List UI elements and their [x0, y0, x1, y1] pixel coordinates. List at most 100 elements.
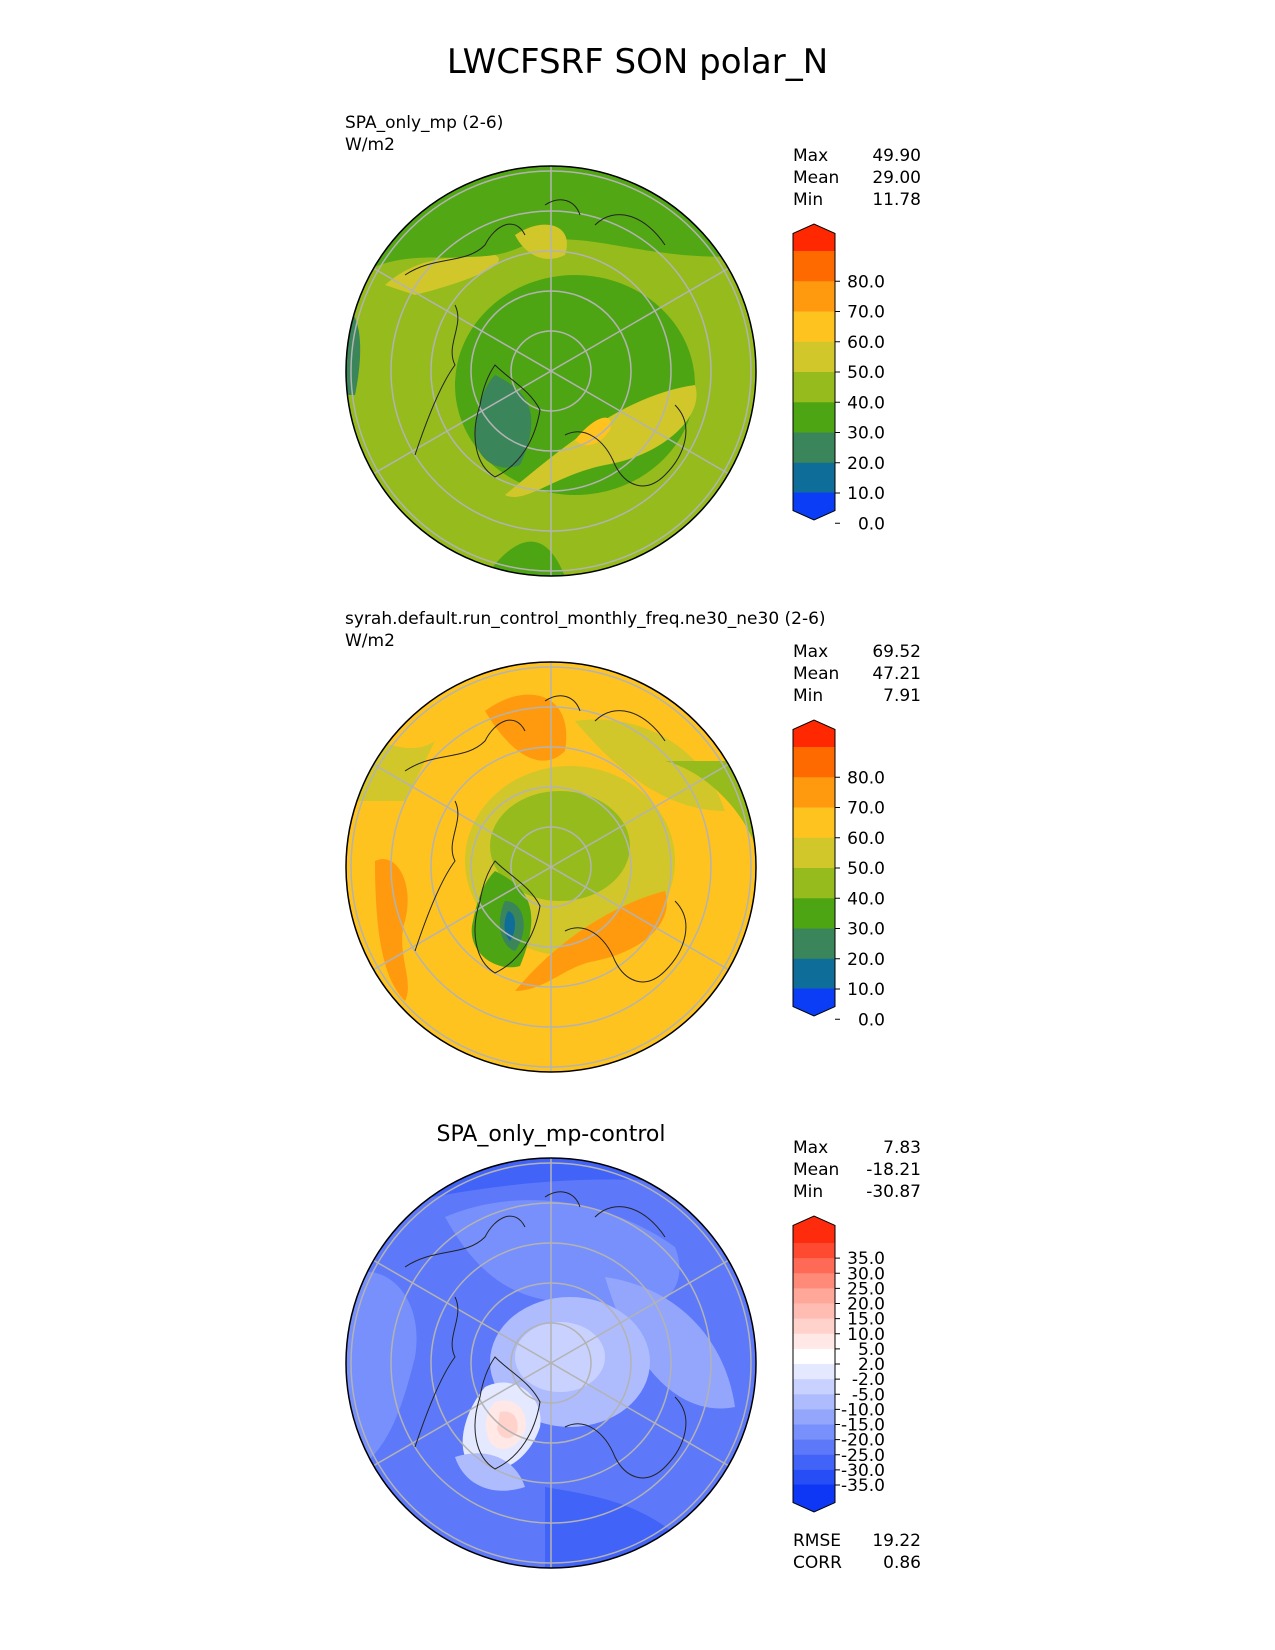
panel2-stat-mean: Mean 47.21	[793, 664, 921, 684]
panel1-label: SPA_only_mp (2-6) W/m2	[345, 112, 503, 156]
colorbar-block	[793, 1318, 835, 1335]
colorbar-block	[793, 432, 835, 464]
colorbar-outline	[792, 719, 836, 1017]
panel1-units: W/m2	[345, 135, 395, 155]
panel1-stat-min: Min 11.78	[793, 190, 921, 210]
panel3-colorbar: 35.030.025.020.015.010.05.02.0-2.0-5.0-1…	[792, 1215, 885, 1513]
colorbar-block	[793, 1424, 835, 1441]
panel1-graticule	[350, 166, 752, 576]
panel3-graticule	[350, 1158, 752, 1568]
panel1-stat-max: Max 49.90	[793, 146, 921, 166]
colorbar-tick-label: 70.0	[847, 303, 885, 323]
panel1-field-patch	[575, 417, 611, 446]
panel2-stats: Max 69.52 Mean 47.21 Min 7.91	[793, 641, 921, 707]
colorbar-tick-label: 5.0	[858, 1340, 885, 1360]
colorbar-extend-max	[793, 1216, 835, 1244]
colorbar-block	[793, 1454, 835, 1471]
colorbar-block	[793, 1273, 835, 1289]
colorbar-tick-label: -10.0	[841, 1400, 885, 1420]
panel1-map	[345, 165, 757, 577]
panel2-field-central	[490, 791, 630, 901]
panel2-field-patch	[665, 761, 756, 851]
panel2-coastlines	[404, 695, 687, 983]
colorbar-block	[793, 1394, 835, 1410]
panel3-stats: Max 7.83 Mean -18.21 Min -30.87	[793, 1137, 921, 1203]
colorbar-block	[793, 1258, 835, 1274]
colorbar-block	[793, 402, 835, 434]
colorbar-tick-label: 40.0	[847, 889, 885, 909]
panel2-stat-min: Min 7.91	[793, 686, 921, 706]
colorbar-extend-min	[793, 988, 835, 1016]
panel3-stat-mean: Mean -18.21	[793, 1160, 921, 1180]
colorbar-tick-label: -35.0	[841, 1476, 885, 1496]
panel2-label: syrah.default.run_control_monthly_freq.n…	[345, 608, 826, 652]
colorbar-tick-label: -2.0	[852, 1370, 885, 1390]
colorbar-block	[793, 1379, 835, 1395]
colorbar-tick-label: 30.0	[847, 1264, 885, 1284]
panel1-coastlines	[404, 199, 687, 487]
colorbar-block	[793, 1288, 835, 1305]
colorbar-tick-label: -15.0	[841, 1416, 885, 1436]
panel3-map-boundary	[345, 1157, 757, 1569]
panel3-stat-rmse: RMSE 19.22	[793, 1531, 921, 1551]
panel3-error-stats: RMSE 19.22 CORR 0.86	[793, 1530, 921, 1574]
panel3-field-greenland-max	[497, 1411, 518, 1439]
colorbar-tick-label: 30.0	[847, 424, 885, 444]
colorbar-tick-label: 20.0	[847, 454, 885, 474]
colorbar-block	[793, 341, 835, 373]
colorbar-block	[793, 372, 835, 403]
panel3-field-patch	[346, 1271, 417, 1477]
panel1-stats: Max 49.90 Mean 29.00 Min 11.78	[793, 145, 921, 211]
colorbar-tick-label: 0.0	[858, 1010, 885, 1030]
colorbar-tick-label: -20.0	[841, 1431, 885, 1451]
panel1-field-patch	[385, 255, 499, 295]
colorbar-tick-label: 50.0	[847, 363, 885, 383]
colorbar-block	[793, 1333, 835, 1350]
colorbar-block	[793, 311, 835, 343]
panel1-stat-mean: Mean 29.00	[793, 168, 921, 188]
colorbar-tick-label: 60.0	[847, 333, 885, 353]
colorbar-block	[793, 898, 835, 930]
colorbar-tick-label: 20.0	[847, 1295, 885, 1315]
panel3-coastlines	[404, 1191, 687, 1479]
panel3-stat-max: Max 7.83	[793, 1138, 921, 1158]
colorbar-block	[793, 747, 835, 778]
panel3-map	[345, 1157, 757, 1569]
colorbar-tick-label: 50.0	[847, 859, 885, 879]
panel2-stat-max: Max 69.52	[793, 642, 921, 662]
colorbar-outline	[792, 1215, 836, 1513]
colorbar-extend-min	[793, 1484, 835, 1512]
colorbar-tick-label: 0.0	[858, 514, 885, 534]
panel1-map-boundary	[345, 165, 757, 577]
panel1-field-patch	[505, 385, 697, 498]
panel1-case-name: SPA_only_mp (2-6)	[345, 113, 504, 133]
colorbar-block	[793, 1303, 835, 1320]
colorbar-block	[793, 777, 835, 809]
colorbar-tick-label: -5.0	[852, 1385, 885, 1405]
panel2-map	[345, 661, 757, 1073]
colorbar-tick-label: 35.0	[847, 1249, 885, 1269]
panel2-map-boundary	[345, 661, 757, 1073]
colorbar-block	[793, 928, 835, 960]
figure-title: LWCFSRF SON polar_N	[446, 42, 829, 82]
colorbar-tick-label: 60.0	[847, 829, 885, 849]
panel2-field-patch	[515, 891, 667, 991]
panel3-stat-min: Min -30.87	[793, 1182, 921, 1202]
colorbar-block	[793, 281, 835, 313]
colorbar-block	[793, 462, 835, 494]
panel3-stat-corr: CORR 0.86	[793, 1553, 921, 1573]
panel2-colorbar: 80.0 70.0 60.0 50.0 40.0 30.0 20.0 10.0 0.0	[792, 719, 885, 1030]
colorbar-block	[793, 1469, 835, 1486]
colorbar-block	[793, 1364, 835, 1380]
colorbar-tick-label: 40.0	[847, 393, 885, 413]
colorbar-tick-label: 80.0	[847, 272, 885, 292]
colorbar-block	[793, 1348, 835, 1365]
colorbar-tick-label: -30.0	[841, 1461, 885, 1481]
colorbar-outline	[792, 223, 836, 521]
colorbar-block	[793, 1439, 835, 1456]
colorbar-block	[793, 807, 835, 839]
colorbar-block	[793, 868, 835, 899]
colorbar-tick-label: 30.0	[847, 920, 885, 940]
panel3-title: SPA_only_mp-control	[436, 1122, 666, 1147]
colorbar-tick-label: 70.0	[847, 799, 885, 819]
